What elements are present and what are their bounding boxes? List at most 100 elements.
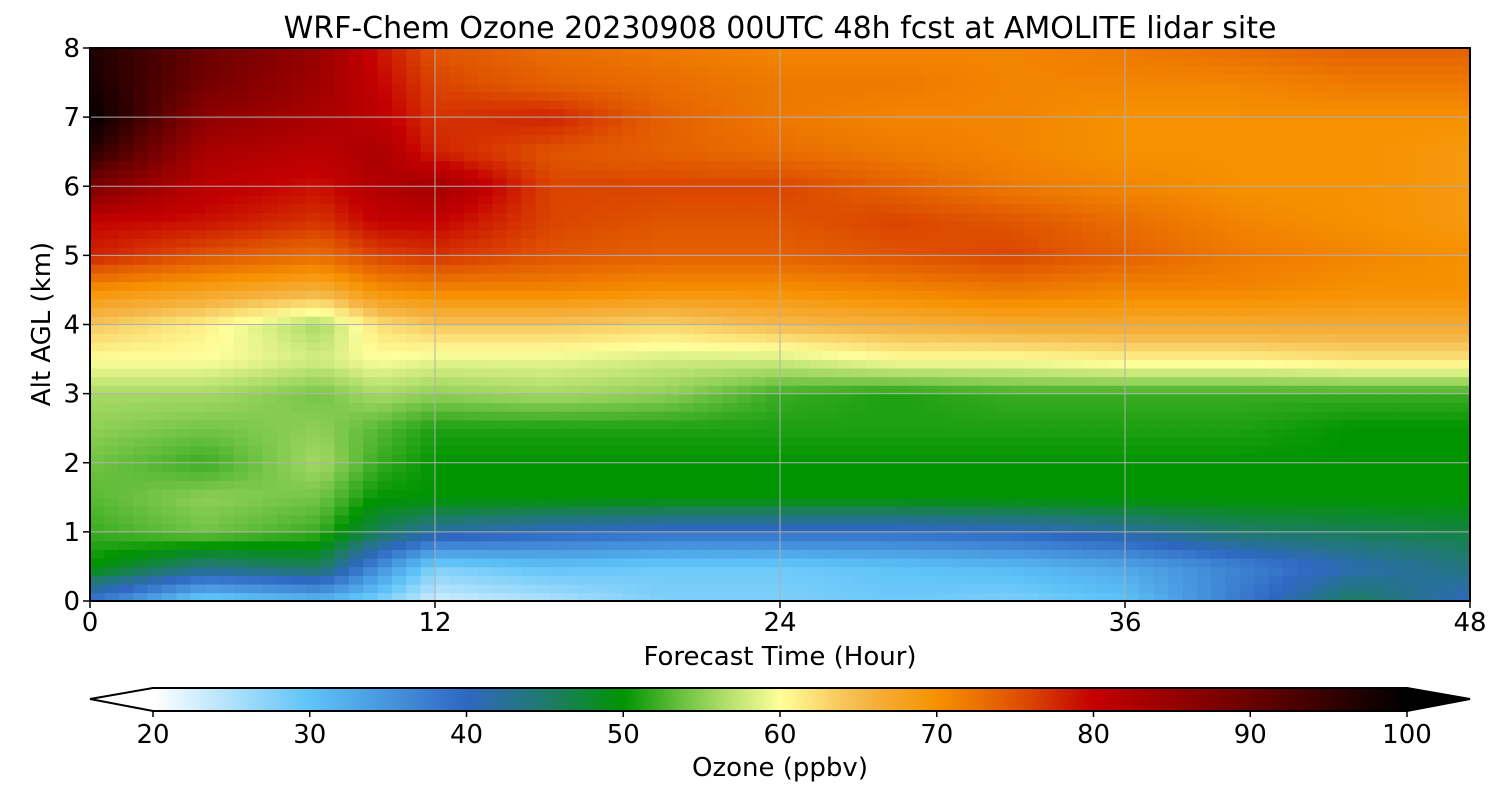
heatmap-cell bbox=[1355, 445, 1371, 455]
heatmap-cell bbox=[363, 212, 379, 222]
heatmap-cell bbox=[521, 246, 537, 257]
heatmap-cell bbox=[1311, 359, 1328, 369]
heatmap-cell bbox=[1254, 324, 1270, 334]
heatmap-cell bbox=[679, 194, 695, 205]
heatmap-cell bbox=[176, 289, 192, 300]
heatmap-cell bbox=[736, 212, 753, 222]
heatmap-cell bbox=[1211, 575, 1227, 585]
heatmap-cell bbox=[1412, 393, 1428, 404]
heatmap-cell bbox=[650, 350, 666, 360]
heatmap-cell bbox=[1125, 523, 1141, 533]
heatmap-cell bbox=[190, 410, 206, 421]
heatmap-cell bbox=[219, 402, 235, 412]
heatmap-cell bbox=[765, 549, 781, 559]
heatmap-cell bbox=[420, 350, 436, 360]
heatmap-cell bbox=[435, 592, 451, 601]
heatmap-cell bbox=[90, 583, 106, 594]
heatmap-cell bbox=[851, 264, 868, 274]
heatmap-cell bbox=[981, 428, 997, 438]
heatmap-cell bbox=[291, 255, 307, 265]
heatmap-cell bbox=[1081, 177, 1098, 188]
heatmap-cell bbox=[1110, 549, 1126, 559]
heatmap-cell bbox=[190, 445, 206, 455]
heatmap-cell bbox=[1110, 376, 1126, 386]
heatmap-cell bbox=[1168, 592, 1184, 601]
heatmap-cell bbox=[406, 384, 422, 395]
heatmap-cell bbox=[995, 540, 1011, 550]
heatmap-cell bbox=[1254, 151, 1270, 162]
heatmap-cell bbox=[463, 333, 479, 343]
heatmap-cell bbox=[377, 592, 393, 601]
heatmap-cell bbox=[780, 359, 796, 369]
heatmap-cell bbox=[952, 549, 968, 559]
heatmap-cell bbox=[851, 428, 868, 438]
heatmap-cell bbox=[521, 436, 537, 447]
heatmap-cell bbox=[1441, 186, 1457, 196]
heatmap-cell bbox=[1340, 359, 1356, 369]
heatmap-cell bbox=[593, 454, 609, 464]
heatmap-cell bbox=[794, 505, 810, 516]
heatmap-cell bbox=[1426, 289, 1443, 300]
heatmap-cell bbox=[463, 592, 479, 601]
heatmap-cell bbox=[305, 480, 321, 490]
heatmap-cell bbox=[377, 384, 393, 395]
heatmap-cell bbox=[1168, 220, 1184, 231]
heatmap-cell bbox=[751, 471, 767, 481]
heatmap-cell bbox=[880, 177, 896, 188]
heatmap-cell bbox=[851, 462, 868, 473]
heatmap-cell bbox=[248, 480, 264, 490]
heatmap-cell bbox=[248, 212, 264, 222]
heatmap-cell bbox=[1096, 324, 1112, 334]
heatmap-cell bbox=[866, 359, 882, 369]
heatmap-cell bbox=[1096, 505, 1112, 516]
heatmap-cell bbox=[291, 203, 307, 213]
heatmap-cell bbox=[765, 480, 781, 490]
heatmap-cell bbox=[161, 151, 178, 162]
heatmap-cell bbox=[650, 376, 666, 386]
heatmap-cell bbox=[118, 488, 134, 499]
heatmap-cell bbox=[636, 203, 652, 213]
heatmap-cell bbox=[1196, 177, 1213, 188]
heatmap-cell bbox=[909, 160, 925, 170]
heatmap-cell bbox=[1326, 410, 1342, 421]
heatmap-cell bbox=[1268, 203, 1284, 213]
heatmap-cell bbox=[133, 566, 149, 576]
heatmap-cell bbox=[621, 359, 638, 369]
heatmap-cell bbox=[1355, 203, 1371, 213]
heatmap-cell bbox=[1010, 255, 1026, 265]
heatmap-cell bbox=[1038, 315, 1054, 326]
heatmap-cell bbox=[938, 255, 954, 265]
heatmap-cell bbox=[607, 315, 623, 326]
heatmap-cell bbox=[406, 177, 422, 188]
heatmap-cell bbox=[1153, 592, 1169, 601]
heatmap-cell bbox=[1168, 393, 1184, 404]
heatmap-cell bbox=[909, 350, 925, 360]
heatmap-cell bbox=[521, 186, 537, 196]
heatmap-cell bbox=[708, 238, 724, 248]
heatmap-cell bbox=[190, 428, 206, 438]
heatmap-cell bbox=[1412, 315, 1428, 326]
heatmap-cell bbox=[176, 186, 192, 196]
heatmap-cell bbox=[923, 410, 939, 421]
heatmap-cell bbox=[895, 333, 911, 343]
heatmap-cell bbox=[1283, 229, 1299, 239]
heatmap-cell bbox=[1211, 514, 1227, 525]
heatmap-cell bbox=[1297, 151, 1313, 162]
heatmap-cell bbox=[794, 514, 810, 525]
heatmap-cell bbox=[463, 540, 479, 550]
heatmap-cell bbox=[291, 410, 307, 421]
heatmap-cell bbox=[880, 376, 896, 386]
heatmap-cell bbox=[621, 557, 638, 568]
heatmap-cell bbox=[794, 428, 810, 438]
heatmap-cell bbox=[1326, 151, 1342, 162]
heatmap-cell bbox=[1053, 376, 1069, 386]
heatmap-cell bbox=[1182, 557, 1198, 568]
heatmap-cell bbox=[219, 367, 235, 378]
heatmap-cell bbox=[564, 393, 580, 404]
heatmap-cell bbox=[291, 523, 307, 533]
heatmap-cell bbox=[1240, 531, 1256, 542]
heatmap-cell bbox=[1311, 315, 1328, 326]
heatmap-cell bbox=[952, 376, 968, 386]
heatmap-cell bbox=[1211, 307, 1227, 317]
heatmap-cell bbox=[1182, 445, 1198, 455]
